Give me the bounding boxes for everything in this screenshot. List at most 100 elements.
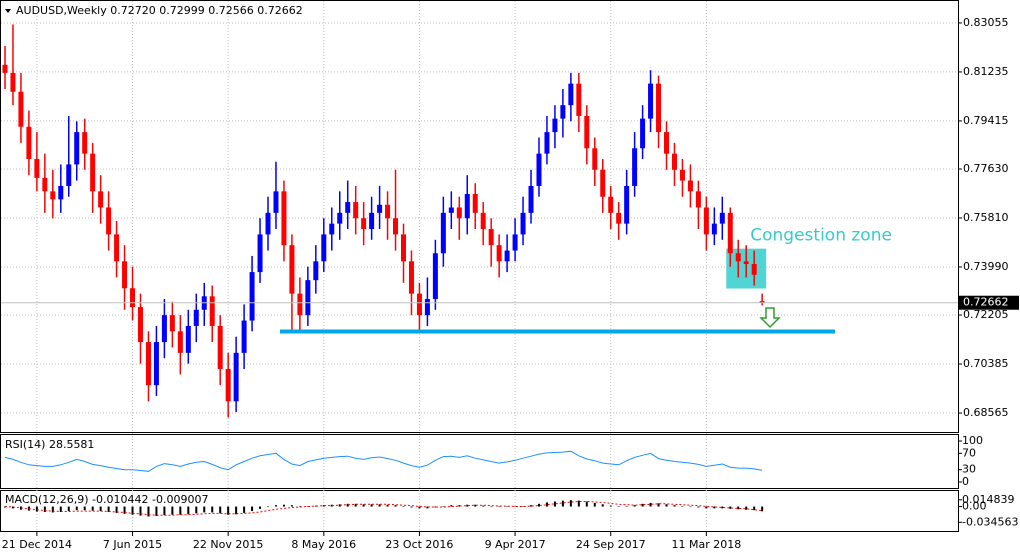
macd-bar <box>753 506 756 511</box>
macd-bar <box>665 504 668 507</box>
rsi-line <box>4 450 763 472</box>
macd-bar <box>442 506 445 507</box>
candle-body <box>393 218 399 235</box>
macd-bar <box>498 506 501 508</box>
candle-body <box>496 245 502 262</box>
macd-bar <box>203 506 206 513</box>
candle-body <box>743 261 749 265</box>
candle-body <box>584 115 590 149</box>
macd-bar <box>761 506 764 512</box>
candle-body <box>679 169 685 181</box>
y-tick-label: 0.70385 <box>963 357 1009 370</box>
y-tick-label: 0.81235 <box>963 65 1009 78</box>
candle-body <box>321 234 327 262</box>
y-tick-label: 70 <box>962 446 976 459</box>
candle-body <box>552 118 558 133</box>
candle-body <box>648 83 654 119</box>
last-price-label: 0.72662 <box>963 296 1009 309</box>
candle-body <box>472 194 478 213</box>
macd-bar <box>362 504 365 507</box>
candle-body <box>608 196 614 213</box>
macd-bar <box>91 506 94 511</box>
macd-bar <box>657 503 660 507</box>
candle-body <box>257 234 263 273</box>
macd-pane <box>0 490 959 532</box>
candle-body <box>249 272 255 321</box>
macd-bar <box>171 506 174 515</box>
down-arrow <box>759 307 781 329</box>
candle-body <box>408 261 414 294</box>
macd-bar <box>490 506 493 508</box>
candle-body <box>512 234 518 251</box>
candle-body <box>504 250 510 262</box>
macd-bar <box>545 502 548 507</box>
candle-body <box>98 191 104 208</box>
candle-body <box>337 212 343 224</box>
macd-bar <box>155 506 158 517</box>
candle-body <box>169 315 175 332</box>
candle-body <box>711 223 717 235</box>
macd-bar <box>346 503 349 507</box>
y-tick-label: 100 <box>962 434 983 447</box>
macd-bar <box>593 502 596 507</box>
candle-body <box>416 293 422 316</box>
macd-bar <box>434 506 437 508</box>
candle-body <box>114 234 120 262</box>
menu-triangle <box>5 9 11 13</box>
candle-body <box>289 245 295 294</box>
candle-body <box>464 194 470 219</box>
x-tick-label: 21 Dec 2014 <box>2 538 72 551</box>
candle-body <box>568 83 574 106</box>
rsi-title: RSI(14) 28.5581 <box>5 438 94 451</box>
candle-body <box>440 212 446 254</box>
macd-bar <box>282 504 285 507</box>
macd-bar <box>394 505 397 507</box>
macd-bar <box>458 505 461 507</box>
candle-body <box>448 207 454 213</box>
candle-body <box>130 288 136 308</box>
macd-bar <box>338 504 341 507</box>
candle-body <box>185 325 191 353</box>
candle-body <box>751 264 757 275</box>
candle-body <box>122 261 128 289</box>
macd-bar <box>211 506 214 513</box>
y-tick-label: 0.83055 <box>963 16 1009 29</box>
macd-bar <box>426 506 429 509</box>
macd-bar <box>147 506 150 517</box>
x-tick-label: 7 Jun 2015 <box>103 538 162 551</box>
macd-bar <box>370 504 373 507</box>
candle-body <box>616 212 622 224</box>
macd-bar <box>609 505 612 507</box>
candle-body <box>66 164 72 186</box>
candle-body <box>193 309 199 326</box>
y-tick-label: 0 <box>962 475 969 488</box>
candle-body <box>385 204 391 219</box>
macd-bar <box>75 506 78 511</box>
macd-bar <box>83 506 86 511</box>
candle-body <box>329 223 335 235</box>
macd-bar <box>378 504 381 507</box>
macd-bar <box>163 506 166 516</box>
macd-bar <box>474 504 477 507</box>
candle-body <box>18 91 24 127</box>
macd-bar <box>314 505 317 507</box>
candle-body <box>735 253 741 262</box>
macd-bar <box>51 506 54 513</box>
x-tick-label: 8 May 2016 <box>291 538 356 551</box>
candle-body <box>26 126 32 160</box>
macd-bar <box>745 506 748 510</box>
candle-body <box>10 72 16 92</box>
macd-bar <box>306 506 309 507</box>
candle-body <box>50 191 56 200</box>
macd-bar <box>195 506 198 514</box>
chart-title: AUDUSD,Weekly 0.72720 0.72999 0.72566 0.… <box>16 4 303 17</box>
macd-bar <box>187 506 190 515</box>
candle-body <box>624 185 630 224</box>
candle-body <box>34 159 40 178</box>
candle-body <box>695 191 701 208</box>
macd-bar <box>139 506 142 516</box>
candle-body <box>528 185 534 213</box>
